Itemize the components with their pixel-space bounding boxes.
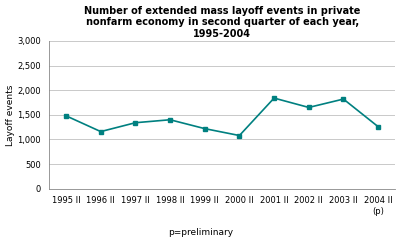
Y-axis label: Layoff events: Layoff events xyxy=(6,84,14,145)
Title: Number of extended mass layoff events in private
nonfarm economy in second quart: Number of extended mass layoff events in… xyxy=(84,5,360,39)
Text: p=preliminary: p=preliminary xyxy=(168,228,233,237)
